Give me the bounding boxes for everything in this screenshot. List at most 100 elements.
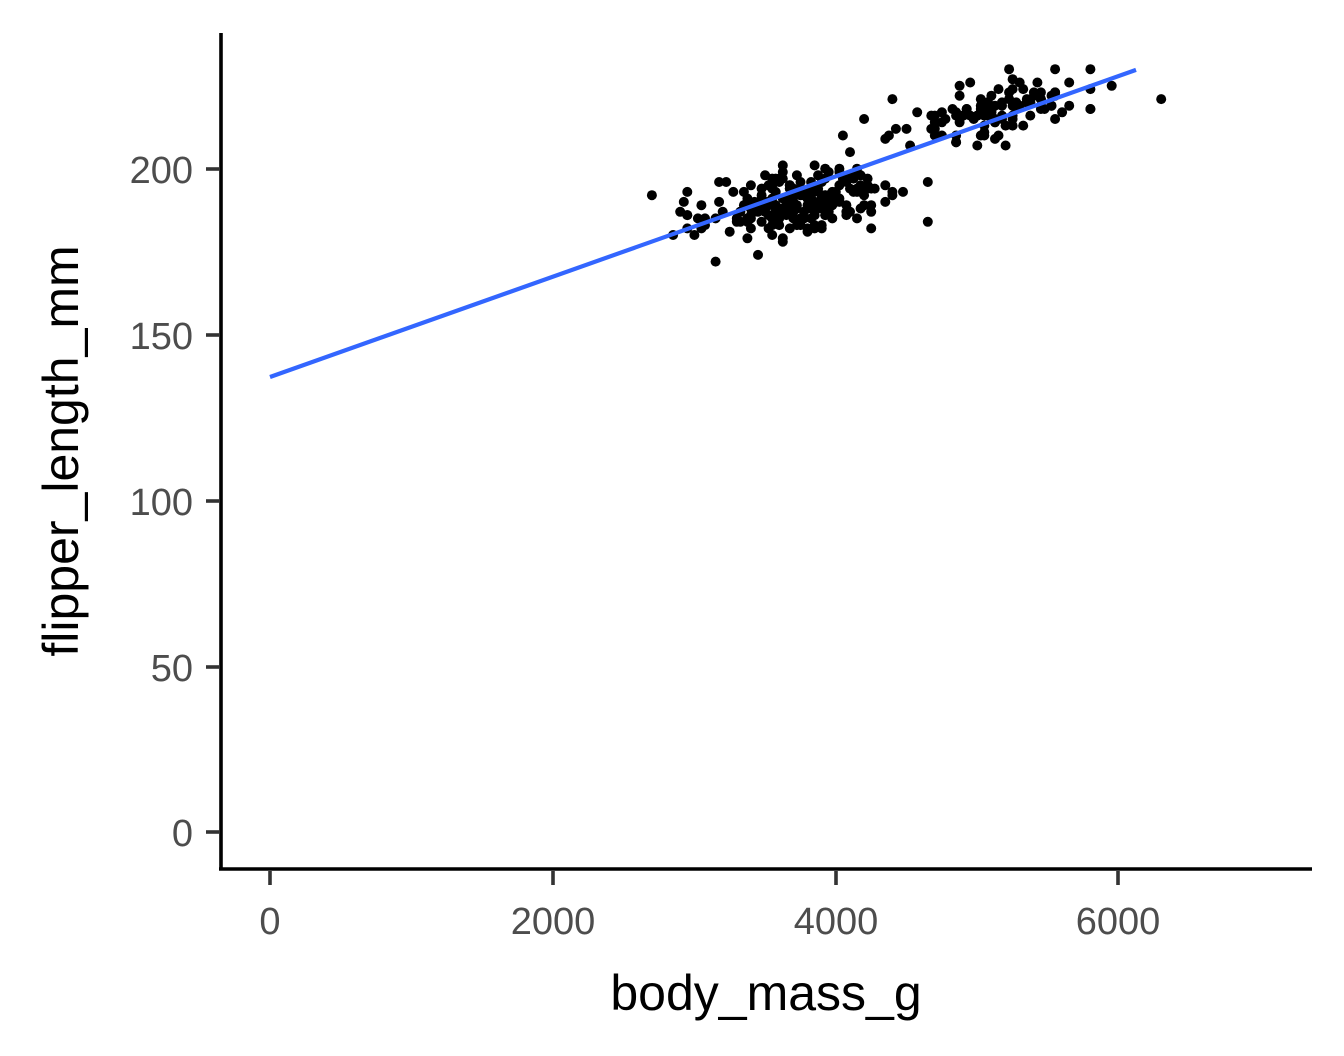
regression-line [269, 67, 1137, 379]
data-point [692, 213, 703, 224]
data-point [979, 110, 990, 121]
data-point [1156, 94, 1167, 105]
data-point [714, 177, 725, 187]
y-tick-label: 50 [151, 648, 193, 690]
data-point [809, 200, 820, 211]
data-point [646, 190, 657, 201]
data-point [813, 183, 824, 194]
data-point [756, 216, 767, 227]
data-point [845, 147, 855, 158]
data-point [880, 180, 891, 191]
data-point [1064, 77, 1075, 88]
data-point [982, 97, 993, 108]
data-point [724, 226, 735, 237]
data-point [890, 123, 901, 134]
data-point [834, 163, 845, 174]
data-point [1018, 120, 1029, 131]
data-point [954, 90, 965, 101]
data-point [922, 177, 933, 187]
data-point [1018, 84, 1029, 95]
data-point [820, 210, 831, 221]
data-point [1025, 110, 1036, 121]
x-tick-label: 0 [259, 901, 280, 943]
data-point [795, 220, 806, 231]
data-point [756, 183, 767, 194]
data-point [714, 196, 725, 207]
data-point [802, 193, 813, 204]
data-point [1057, 107, 1068, 118]
y-axis-tick-labels: 0 50 100 150 200 [130, 150, 193, 855]
data-point [979, 127, 990, 138]
data-point [777, 206, 788, 217]
data-point [767, 183, 778, 194]
data-point [837, 130, 848, 141]
data-point [1007, 84, 1018, 95]
data-point [866, 200, 877, 211]
y-tick-label: 0 [172, 813, 193, 855]
data-point [997, 100, 1007, 111]
data-point [1000, 120, 1011, 131]
data-point [1007, 74, 1018, 85]
data-point [965, 110, 976, 121]
x-tick-label: 6000 [1076, 901, 1161, 943]
data-point [862, 183, 873, 194]
data-point [922, 216, 933, 227]
data-point [912, 107, 923, 118]
data-point [1085, 64, 1096, 75]
data-point [926, 110, 937, 121]
x-axis-ticks [268, 871, 1120, 885]
x-tick-label: 4000 [794, 901, 879, 943]
data-point [809, 160, 820, 171]
data-point [830, 186, 841, 197]
data-point [760, 170, 771, 181]
data-point [809, 210, 820, 221]
data-point [1000, 140, 1011, 151]
data-point [784, 200, 795, 211]
data-points [646, 64, 1167, 267]
data-point [1032, 77, 1043, 88]
data-point [898, 186, 908, 197]
data-point [820, 190, 831, 201]
data-point [852, 186, 862, 197]
data-point [1050, 87, 1061, 98]
data-point [827, 200, 838, 211]
data-point [728, 186, 739, 197]
data-point [745, 180, 756, 191]
data-point [901, 123, 912, 134]
data-point [777, 160, 788, 171]
data-point [770, 200, 781, 211]
data-point [809, 220, 820, 231]
data-point [710, 256, 721, 267]
data-point [689, 230, 700, 240]
data-point [954, 80, 965, 91]
data-point [721, 177, 732, 187]
data-point [777, 173, 788, 184]
data-point [682, 210, 693, 221]
data-point [887, 94, 898, 105]
y-tick-label: 200 [130, 150, 193, 192]
data-point [880, 133, 891, 144]
x-tick-label: 2000 [511, 901, 596, 943]
data-point [859, 200, 870, 211]
data-point [859, 114, 870, 124]
y-axis-title: flipper_length_mm [33, 245, 89, 656]
data-point [682, 186, 693, 197]
data-point [1050, 114, 1061, 124]
data-point [866, 223, 877, 234]
data-point [972, 140, 983, 151]
data-point [795, 177, 806, 187]
y-tick-label: 100 [130, 482, 193, 524]
data-point [753, 249, 763, 260]
data-point [958, 110, 969, 121]
data-point [990, 133, 1000, 144]
data-point [852, 213, 862, 224]
data-point [696, 200, 707, 211]
data-point [1050, 64, 1061, 75]
data-point [742, 233, 753, 244]
x-axis-title: body_mass_g [610, 965, 921, 1021]
data-point [1085, 104, 1096, 114]
data-point [1046, 100, 1057, 111]
data-point [1106, 80, 1117, 91]
